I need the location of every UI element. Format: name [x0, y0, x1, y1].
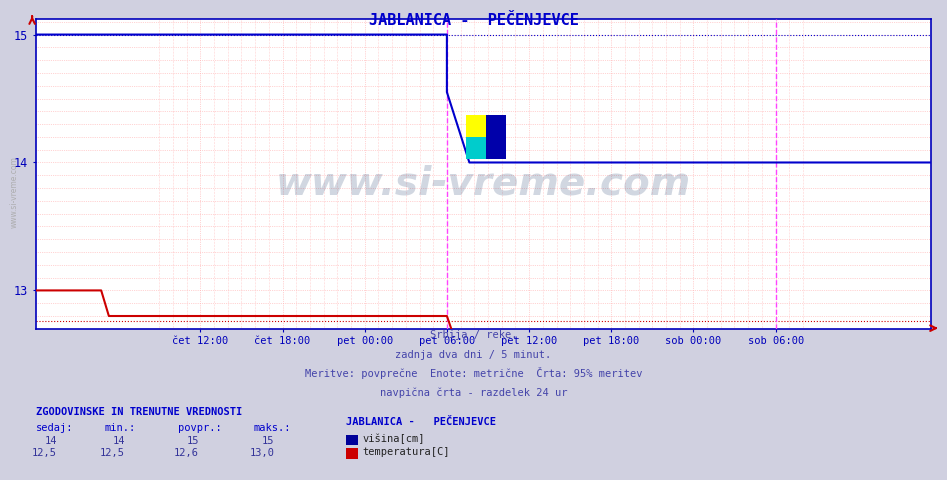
Text: 12,5: 12,5: [100, 448, 125, 458]
Bar: [486, 115, 506, 158]
Text: sedaj:: sedaj:: [36, 422, 74, 432]
Text: www.si-vreme.com: www.si-vreme.com: [9, 156, 19, 228]
Text: min.:: min.:: [104, 422, 135, 432]
Text: višina[cm]: višina[cm]: [363, 433, 425, 444]
Text: navpična črta - razdelek 24 ur: navpična črta - razdelek 24 ur: [380, 387, 567, 398]
Text: 15: 15: [262, 435, 275, 445]
Text: Srbija / reke.: Srbija / reke.: [430, 330, 517, 340]
Bar: [467, 115, 486, 137]
Text: maks.:: maks.:: [254, 422, 292, 432]
Text: 12,5: 12,5: [32, 448, 57, 458]
Bar: [467, 137, 486, 158]
Text: JABLANICA -  PEČENJEVCE: JABLANICA - PEČENJEVCE: [368, 13, 579, 28]
Text: 13,0: 13,0: [250, 448, 275, 458]
Text: 15: 15: [187, 435, 199, 445]
Text: povpr.:: povpr.:: [178, 422, 222, 432]
Text: 14: 14: [45, 435, 57, 445]
Text: zadnja dva dni / 5 minut.: zadnja dva dni / 5 minut.: [396, 349, 551, 360]
Text: JABLANICA -   PEČENJEVCE: JABLANICA - PEČENJEVCE: [346, 417, 495, 427]
Text: 12,6: 12,6: [174, 448, 199, 458]
Text: temperatura[C]: temperatura[C]: [363, 447, 450, 457]
Text: ZGODOVINSKE IN TRENUTNE VREDNOSTI: ZGODOVINSKE IN TRENUTNE VREDNOSTI: [36, 407, 242, 417]
Text: 14: 14: [113, 435, 125, 445]
Text: Meritve: povprečne  Enote: metrične  Črta: 95% meritev: Meritve: povprečne Enote: metrične Črta:…: [305, 367, 642, 379]
Text: www.si-vreme.com: www.si-vreme.com: [276, 164, 691, 202]
